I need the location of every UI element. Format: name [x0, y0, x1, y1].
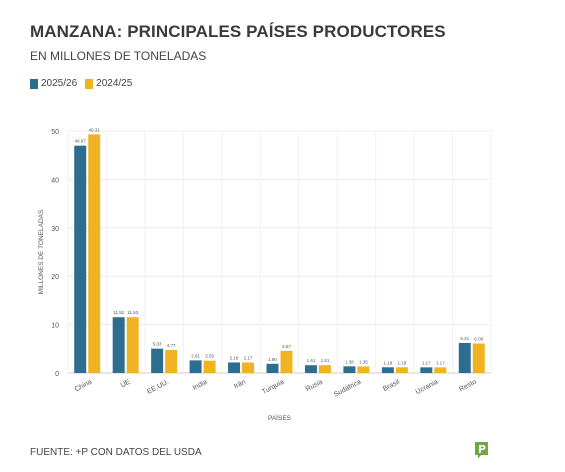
- y-tick-label: 30: [51, 226, 59, 233]
- bar-2025-26: [343, 366, 356, 373]
- y-tick-label: 50: [51, 129, 59, 136]
- x-tick-label: Irán: [233, 379, 247, 391]
- bar-2025-26: [304, 365, 317, 373]
- bar-2024-25: [165, 349, 178, 373]
- legend-label-2024-25: 2024/25: [96, 78, 133, 89]
- source-note: FUENTE: +P CON DATOS DEL USDA: [30, 447, 202, 458]
- bar-2024-25: [280, 350, 293, 373]
- bar-2025-26: [381, 367, 394, 373]
- x-tick-label: India: [192, 379, 209, 392]
- bar-2025-26: [228, 362, 241, 373]
- data-label: 1.18: [397, 360, 406, 365]
- legend-label-2025-26: 2025/26: [41, 78, 78, 89]
- data-label: 6.21: [460, 336, 469, 341]
- data-label: 49.31: [89, 127, 101, 132]
- data-label: 2.55: [205, 354, 214, 359]
- x-tick-label: Rusia: [305, 379, 324, 394]
- data-label: 1.61: [321, 358, 330, 363]
- data-label: 1.35: [359, 359, 368, 364]
- bar-2024-25: [318, 365, 331, 373]
- x-tick-label: UE: [120, 378, 132, 389]
- bar-2025-26: [420, 367, 433, 373]
- data-label: 1.38: [345, 359, 354, 364]
- bar-2024-25: [434, 367, 447, 373]
- x-tick-label: Ucrania: [415, 379, 440, 397]
- bar-2025-26: [266, 363, 279, 373]
- data-label: 11.53: [127, 310, 138, 315]
- data-label: 11.52: [113, 310, 124, 315]
- y-tick-label: 10: [51, 323, 59, 330]
- x-tick-label: Resto: [458, 379, 478, 394]
- bar-2025-26: [151, 348, 164, 373]
- data-label: 2.61: [191, 353, 200, 358]
- bar-2024-25: [203, 360, 216, 373]
- data-label: 1.17: [436, 360, 445, 365]
- plus-p-logo-icon: [475, 442, 488, 459]
- bar-chart: 0 10 20 30 40 50 46.97 49.31 China 11.52 11.53 UE 5.…: [38, 127, 492, 422]
- data-label: 1.61: [307, 358, 316, 363]
- bar-2025-26: [74, 145, 87, 373]
- y-tick-label: 0: [55, 371, 59, 378]
- data-label: 1.90: [268, 357, 277, 362]
- bar-2024-25: [126, 317, 139, 373]
- data-label: 2.17: [244, 355, 253, 360]
- bar-2025-26: [189, 360, 202, 373]
- legend-item-2025-26: 2025/26: [30, 78, 77, 89]
- x-tick-label: Brasil: [382, 378, 401, 393]
- chart-subtitle: EN MILLONES DE TONELADAS: [30, 49, 207, 63]
- x-tick-label: China: [74, 379, 94, 394]
- data-label: 6.08: [474, 337, 483, 342]
- data-label: 2.18: [230, 355, 239, 360]
- data-label: 5.03: [153, 342, 162, 347]
- data-label: 1.17: [422, 360, 431, 365]
- x-tick-label: EE.UU.: [146, 379, 170, 396]
- data-label: 4.77: [167, 343, 176, 348]
- bar-2024-25: [88, 134, 101, 373]
- legend-item-2024-25: 2024/25: [85, 78, 132, 89]
- legend: 2025/26 2024/25: [30, 78, 140, 89]
- y-axis-title: MILLONES DE TONELADAS: [38, 209, 45, 294]
- bar-2025-26: [112, 317, 125, 373]
- x-axis-title: PAÍSES: [268, 413, 292, 422]
- data-label: 46.97: [75, 139, 87, 144]
- data-label: 4.57: [282, 344, 291, 349]
- y-tick-label: 40: [51, 177, 59, 184]
- data-label: 1.18: [383, 360, 392, 365]
- legend-swatch-2025-26: [30, 78, 38, 89]
- bar-2025-26: [458, 342, 471, 373]
- x-tick-label: Turquía: [261, 379, 285, 396]
- chart-title: MANZANA: PRINCIPALES PAÍSES PRODUCTORES: [30, 22, 446, 41]
- bar-2024-25: [472, 343, 485, 373]
- legend-swatch-2024-25: [85, 78, 94, 89]
- x-tick-label: Sudáfrica: [333, 379, 362, 399]
- bar-2024-25: [357, 366, 370, 373]
- y-tick-label: 20: [51, 274, 59, 281]
- bar-2024-25: [395, 367, 408, 373]
- bar-2024-25: [242, 362, 255, 373]
